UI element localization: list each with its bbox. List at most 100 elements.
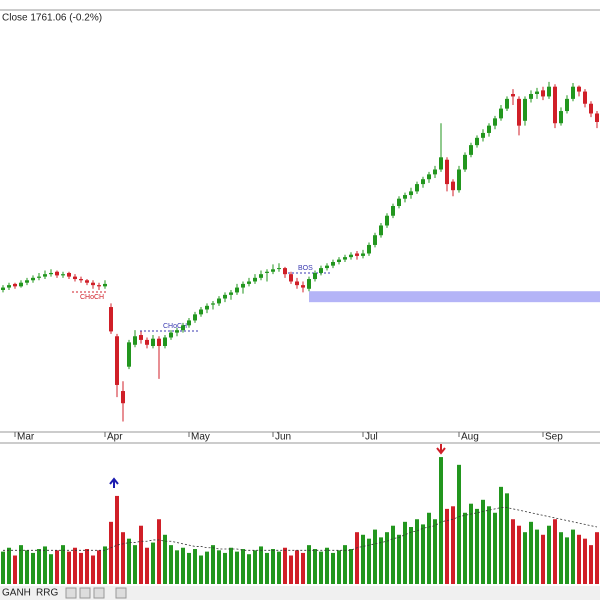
volume-bar: [157, 519, 161, 584]
volume-bar: [121, 532, 125, 584]
volume-bar: [361, 534, 365, 584]
candle-body: [385, 215, 389, 226]
candle-body: [373, 235, 377, 245]
candle-body: [193, 314, 197, 321]
candle-body: [13, 283, 17, 287]
candle-body: [157, 338, 161, 346]
tab[interactable]: RRG: [36, 588, 58, 599]
volume-bar: [13, 555, 17, 584]
volume-bar: [439, 457, 443, 584]
volume-bar: [553, 519, 557, 584]
volume-bar: [415, 519, 419, 584]
volume-bar: [319, 551, 323, 584]
tab[interactable]: GANH: [2, 588, 31, 599]
volume-bar: [55, 550, 59, 584]
volume-bar: [199, 555, 203, 584]
x-tick-label: Mar: [17, 432, 35, 443]
candle-body: [451, 181, 455, 191]
volume-bar: [571, 529, 575, 584]
volume-bar: [337, 550, 341, 584]
candle-body: [115, 336, 119, 385]
candle-body: [265, 271, 269, 273]
volume-bar: [259, 546, 263, 584]
candle-body: [25, 280, 29, 283]
candle-body: [379, 225, 383, 236]
volume-bar: [253, 550, 257, 584]
candle-body: [589, 103, 593, 114]
icon-button[interactable]: [65, 587, 77, 599]
volume-bar: [517, 525, 521, 584]
volume-bar: [301, 552, 305, 584]
x-tick-label: May: [191, 432, 210, 443]
volume-bar: [433, 519, 437, 584]
candle-body: [505, 98, 509, 109]
volume-bar: [247, 554, 251, 584]
candle-body: [271, 269, 275, 272]
up-arrow: [109, 477, 119, 488]
volume-bar: [109, 521, 113, 584]
volume-bar: [163, 534, 167, 584]
candle-body: [55, 271, 59, 276]
volume-bar: [49, 554, 53, 584]
candle-body: [223, 294, 227, 299]
candle-body: [241, 283, 245, 288]
volume-bar: [169, 545, 173, 584]
candle-body: [559, 111, 563, 124]
volume-bar: [145, 547, 149, 584]
volume-bar: [31, 552, 35, 584]
candle-body: [433, 169, 437, 175]
candle-body: [253, 277, 257, 282]
x-tick-label: Jun: [275, 432, 291, 443]
candle-body: [289, 274, 293, 282]
candle-body: [313, 272, 317, 280]
volume-bar: [547, 525, 551, 584]
volume-bar: [37, 549, 41, 584]
candle-body: [319, 268, 323, 273]
volume-bar: [391, 525, 395, 584]
candle-body: [529, 94, 533, 99]
choch-label: CHoCH: [163, 323, 187, 330]
volume-bar: [325, 547, 329, 584]
volume-bar: [241, 549, 245, 584]
candle-body: [457, 169, 461, 191]
volume-bar: [19, 545, 23, 584]
candle-body: [7, 285, 11, 288]
order-block-zone: [309, 291, 600, 303]
volume-bar: [355, 532, 359, 584]
volume-bar: [577, 534, 581, 584]
candle-body: [481, 132, 485, 138]
volume-bar: [133, 545, 137, 584]
candle-body: [307, 279, 311, 289]
volume-bar: [367, 538, 371, 584]
candle-body: [43, 274, 47, 277]
candle-body: [181, 325, 185, 331]
volume-bar: [421, 524, 425, 584]
volume-bar: [217, 550, 221, 584]
volume-bar: [589, 545, 593, 584]
volume-bar: [457, 464, 461, 584]
candle-body: [85, 280, 89, 283]
volume-bar: [211, 545, 215, 584]
volume-ma: [3, 507, 598, 551]
volume-bar: [277, 551, 281, 584]
candle-body: [487, 125, 491, 133]
candle-body: [97, 285, 101, 287]
icon-button[interactable]: [115, 587, 127, 599]
volume-bar: [535, 529, 539, 584]
candle-body: [499, 108, 503, 119]
candle-body: [553, 86, 557, 124]
volume-bar: [499, 486, 503, 584]
candle-body: [415, 184, 419, 192]
volume-bar: [523, 532, 527, 584]
volume-bar: [115, 495, 119, 584]
candle-body: [445, 159, 449, 185]
volume-bar: [403, 521, 407, 584]
candle-body: [283, 268, 287, 275]
icon-button[interactable]: [93, 587, 105, 599]
candle-body: [343, 257, 347, 260]
candle-body: [571, 86, 575, 99]
candle-body: [439, 157, 443, 170]
candle-body: [577, 86, 581, 92]
icon-button[interactable]: [79, 587, 91, 599]
candle-body: [247, 281, 251, 284]
